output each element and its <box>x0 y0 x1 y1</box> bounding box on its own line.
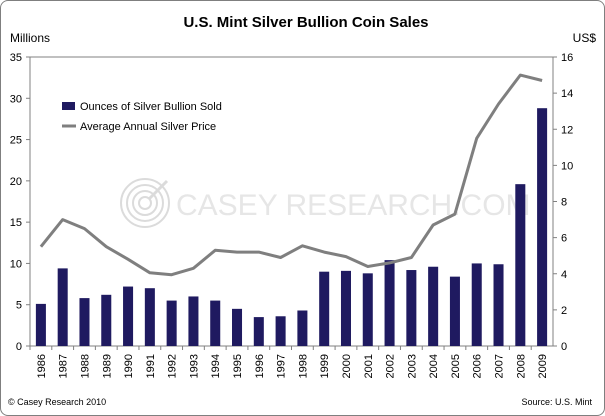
bar-1993 <box>188 296 199 346</box>
right-axis-tick-label: 16 <box>561 52 573 64</box>
left-axis-tick-label: 20 <box>10 176 22 188</box>
bar-1994 <box>210 300 221 346</box>
bar-1997 <box>275 316 286 346</box>
bar-1996 <box>253 317 264 346</box>
x-axis-tick-label: 1986 <box>36 354 48 378</box>
watermark-logo-icon <box>120 178 170 228</box>
bar-1995 <box>232 308 243 346</box>
x-axis-tick-label: 1992 <box>167 354 179 378</box>
x-axis-tick-label: 1991 <box>145 354 157 378</box>
bar-2002 <box>384 260 395 346</box>
x-axis-tick-label: 2001 <box>363 354 375 378</box>
watermark-text: CASEY RESEARCH.COM <box>176 189 531 222</box>
right-axis-tick-label: 0 <box>561 341 567 353</box>
bar-1988 <box>79 298 90 346</box>
x-axis-tick-label: 2007 <box>494 354 506 378</box>
right-axis-tick-label: 8 <box>561 197 567 209</box>
left-axis-tick-label: 35 <box>10 52 22 64</box>
bar-1986 <box>35 303 46 346</box>
right-axis-label: US$ <box>573 31 597 45</box>
legend-swatch-bars <box>62 102 75 110</box>
bar-1989 <box>101 294 112 346</box>
x-axis-tick-label: 2009 <box>537 354 549 378</box>
x-axis-tick-label: 1997 <box>276 354 288 378</box>
bar-1990 <box>123 286 134 346</box>
left-axis-tick-label: 25 <box>10 135 22 147</box>
bar-1998 <box>297 310 308 346</box>
plot-area: 0 5 10 15 20 25 30 35 0 2 4 6 8 10 12 14 16 1986 1987 1988 1… <box>10 52 574 378</box>
right-axis-tick-label: 6 <box>561 233 567 245</box>
footer-copyright: © Casey Research 2010 <box>8 397 106 407</box>
bar-1992 <box>166 300 177 346</box>
bar-2005 <box>449 276 460 346</box>
left-axis-tick-label: 0 <box>16 341 22 353</box>
bar-2000 <box>340 270 351 346</box>
right-axis-tick-label: 4 <box>561 269 567 281</box>
right-axis-tick-label: 10 <box>561 160 573 172</box>
footer-source: Source: U.S. Mint <box>521 397 592 407</box>
x-axis-tick-label: 1995 <box>232 354 244 378</box>
left-axis-label: Millions <box>10 31 50 45</box>
x-axis-tick-label: 2008 <box>515 354 527 378</box>
x-axis-tick-label: 1998 <box>297 354 309 378</box>
bar-2001 <box>362 273 373 346</box>
x-axis-tick-label: 1989 <box>101 354 113 378</box>
x-axis-tick-label: 2003 <box>406 354 418 378</box>
legend-label-line: Average Annual Silver Price <box>80 121 216 133</box>
left-axis-tick-label: 5 <box>16 300 22 312</box>
legend-label-bars: Ounces of Silver Bullion Sold <box>80 101 222 113</box>
left-axis-tick-label: 30 <box>10 93 22 105</box>
bar-2006 <box>471 263 482 346</box>
x-axis-tick-label: 1990 <box>123 354 135 378</box>
bar-2003 <box>406 270 417 346</box>
right-axis-tick-label: 2 <box>561 305 567 317</box>
x-axis-tick-label: 1996 <box>254 354 266 378</box>
bar-1991 <box>144 288 155 346</box>
right-axis-tick-label: 14 <box>561 88 573 100</box>
x-axis-tick-label: 1999 <box>319 354 331 378</box>
watermark: CASEY RESEARCH.COM <box>120 178 531 228</box>
legend: Ounces of Silver Bullion Sold Average An… <box>62 101 222 133</box>
bar-1987 <box>57 268 68 346</box>
price-line <box>39 73 543 277</box>
x-axis-tick-label: 1988 <box>79 354 91 378</box>
left-axis-tick-label: 15 <box>10 217 22 229</box>
x-axis-tick-label: 2005 <box>450 354 462 378</box>
x-axis-tick-label: 2004 <box>428 354 440 378</box>
x-axis-tick-label: 1993 <box>188 354 200 378</box>
x-axis-tick-label: 1994 <box>210 354 222 378</box>
x-axis-tick-label: 2002 <box>385 354 397 378</box>
x-axis-tick-label: 2006 <box>472 354 484 378</box>
x-axis-tick-label: 1987 <box>58 354 70 378</box>
bar-2004 <box>428 266 439 346</box>
bar-2009 <box>537 108 548 347</box>
x-axis-tick-label: 2000 <box>341 354 353 378</box>
bar-1999 <box>319 271 330 346</box>
right-axis-tick-label: 12 <box>561 124 573 136</box>
bar-2007 <box>493 264 504 346</box>
bar-2008 <box>515 184 526 346</box>
left-axis-tick-label: 10 <box>10 258 22 270</box>
chart-title: U.S. Mint Silver Bullion Coin Sales <box>183 14 428 31</box>
